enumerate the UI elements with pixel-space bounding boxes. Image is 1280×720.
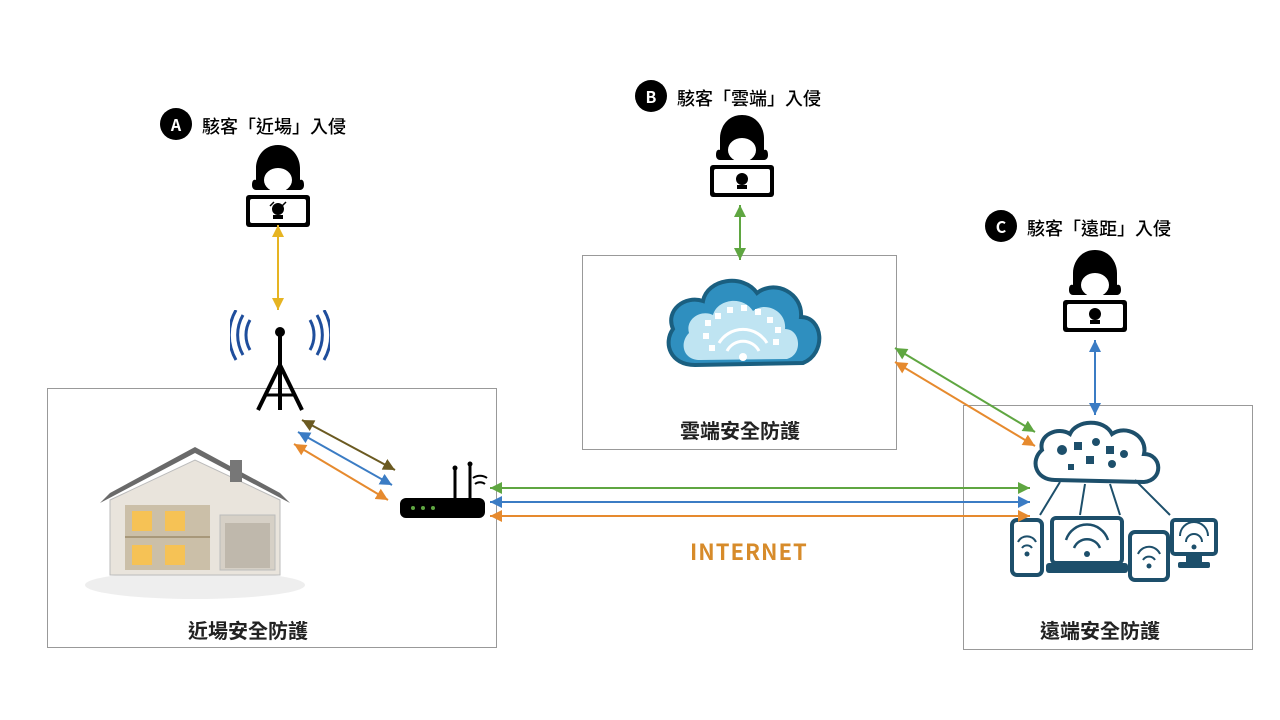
cloud-iot-icon bbox=[655, 265, 830, 400]
hacker-b-icon bbox=[692, 110, 792, 205]
house-icon bbox=[70, 405, 320, 610]
badge-c-circle: C bbox=[985, 210, 1017, 242]
badge-a-letter: A bbox=[171, 112, 181, 136]
badge-c-letter: C bbox=[996, 214, 1007, 238]
badge-b-letter: B bbox=[646, 84, 657, 108]
router-icon bbox=[395, 460, 490, 535]
hacker-c-icon bbox=[1045, 245, 1145, 340]
badge-b-circle: B bbox=[635, 80, 667, 112]
badge-a-text: 駭客「近場」入侵 bbox=[202, 113, 346, 139]
badge-b-text: 駭客「雲端」入侵 bbox=[677, 85, 821, 111]
zone-cloud-label: 雲端安全防護 bbox=[680, 415, 800, 444]
zone-far-label: 遠端安全防護 bbox=[1040, 615, 1160, 644]
hacker-a-icon bbox=[228, 140, 328, 235]
zone-near-label: 近場安全防護 bbox=[188, 615, 308, 644]
remote-devices-icon bbox=[1000, 420, 1220, 610]
internet-label: INTERNET bbox=[690, 535, 808, 567]
badge-a-circle: A bbox=[160, 108, 192, 140]
badge-c-text: 駭客「遠距」入侵 bbox=[1027, 215, 1171, 241]
